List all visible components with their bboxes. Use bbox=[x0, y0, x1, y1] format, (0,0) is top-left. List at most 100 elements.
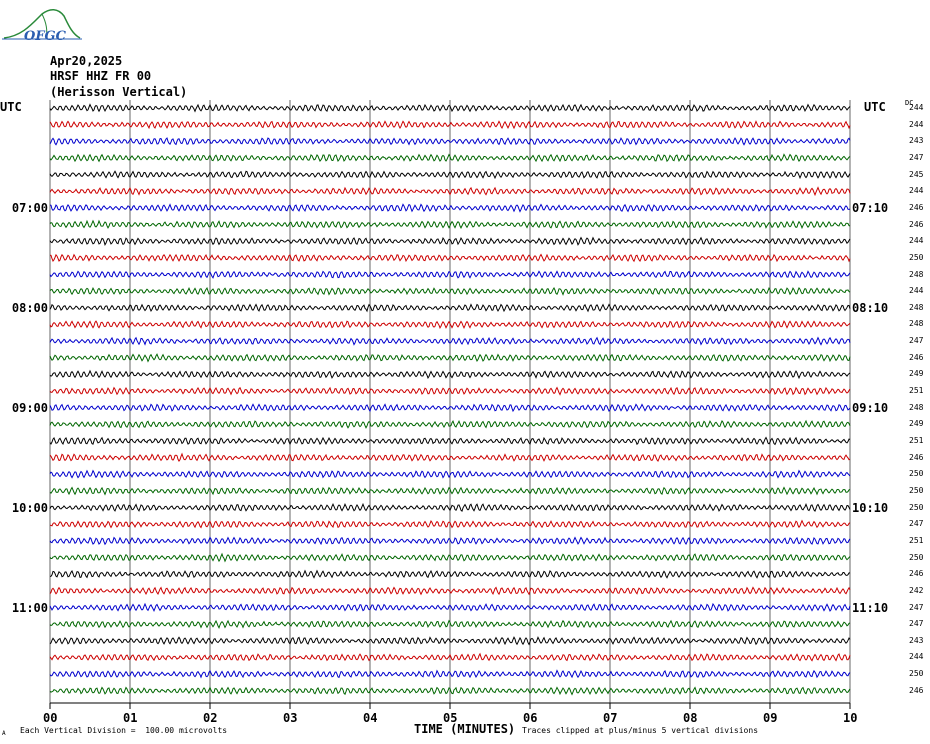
trace-14 bbox=[49, 336, 851, 346]
right-hour-label: 09:10 bbox=[852, 400, 889, 415]
right-hour-label: 07:10 bbox=[852, 200, 889, 215]
right-hour-label: 08:10 bbox=[852, 300, 889, 315]
dc-offset-label: 247 bbox=[909, 152, 924, 162]
logo-icon bbox=[2, 9, 82, 40]
trace-0 bbox=[49, 103, 851, 113]
footer-mark: A bbox=[2, 730, 6, 737]
grid bbox=[49, 100, 851, 709]
trace-31 bbox=[49, 619, 851, 629]
x-tick-label: 08 bbox=[683, 711, 698, 725]
trace-20 bbox=[49, 436, 851, 446]
dc-offset-label: 251 bbox=[909, 535, 924, 545]
dc-offset-label: 244 bbox=[909, 103, 924, 112]
dc-offset-label: 247 bbox=[909, 519, 924, 529]
trace-1 bbox=[49, 120, 851, 130]
utc-label-left: UTC bbox=[0, 100, 22, 114]
right-hour-label: 11:10 bbox=[852, 600, 889, 615]
dc-offset-label: 250 bbox=[909, 669, 924, 679]
x-tick-label: 09 bbox=[763, 711, 778, 725]
x-tick-label: 06 bbox=[523, 711, 538, 725]
dc-offset-label: 247 bbox=[909, 336, 924, 346]
dc-offset-label: 250 bbox=[909, 469, 924, 479]
left-hour-label: 10:00 bbox=[11, 500, 48, 515]
utc-label-right: UTC bbox=[864, 100, 886, 114]
trace-17 bbox=[49, 386, 851, 396]
left-hour-label: 08:00 bbox=[11, 300, 48, 315]
dc-offset-label: 251 bbox=[909, 436, 924, 445]
dc-header: DC bbox=[905, 99, 914, 107]
trace-16 bbox=[49, 369, 851, 380]
trace-12 bbox=[49, 303, 851, 313]
trace-5 bbox=[49, 186, 851, 197]
dc-offset-label: 247 bbox=[909, 602, 924, 612]
trace-29 bbox=[49, 586, 851, 596]
dc-offset-label: 244 bbox=[909, 119, 924, 129]
left-hour-label: 11:00 bbox=[11, 600, 48, 615]
dc-offset-label: 246 bbox=[909, 685, 924, 695]
x-tick-label: 04 bbox=[363, 711, 378, 725]
trace-30 bbox=[49, 602, 851, 613]
dc-offset-label: 251 bbox=[909, 386, 924, 396]
trace-21 bbox=[49, 452, 851, 462]
trace-18 bbox=[49, 403, 851, 413]
dc-offset-label: 248 bbox=[909, 402, 924, 412]
x-tick-label: 03 bbox=[283, 711, 298, 725]
x-tick-label: 10 bbox=[843, 711, 858, 725]
dc-offset-label: 246 bbox=[909, 569, 924, 579]
footer-scale: Each Vertical Division = 100.00 microvol… bbox=[20, 726, 228, 735]
trace-34 bbox=[49, 669, 851, 679]
x-tick-label: 05 bbox=[443, 711, 458, 725]
trace-11 bbox=[49, 286, 851, 296]
dc-offset-label: 242 bbox=[909, 585, 924, 595]
dc-offset-label: 248 bbox=[909, 269, 924, 279]
trace-4 bbox=[49, 170, 851, 180]
trace-35 bbox=[49, 686, 851, 696]
x-tick-label: 00 bbox=[43, 711, 58, 725]
trace-19 bbox=[49, 419, 851, 429]
trace-28 bbox=[49, 569, 851, 579]
ofgc-logo: OFGC bbox=[2, 4, 82, 44]
header-name: (Herisson Vertical) bbox=[50, 85, 188, 99]
trace-13 bbox=[49, 320, 851, 330]
x-tick-label: 01 bbox=[123, 711, 138, 725]
dc-offset-label: 246 bbox=[909, 202, 924, 212]
dc-offset-label: 245 bbox=[909, 169, 924, 179]
x-tick-label: 07 bbox=[603, 711, 618, 725]
trace-26 bbox=[49, 536, 851, 546]
dc-offset-label: 246 bbox=[909, 219, 924, 229]
dc-offset-label: 243 bbox=[909, 635, 924, 645]
trace-6 bbox=[49, 203, 851, 213]
trace-3 bbox=[49, 153, 851, 163]
header-station: HRSF HHZ FR 00 bbox=[50, 69, 152, 83]
trace-10 bbox=[49, 270, 851, 279]
dc-offset-label: 246 bbox=[909, 452, 924, 462]
dc-offset-label: 246 bbox=[909, 352, 924, 362]
dc-offset-label: 250 bbox=[909, 252, 924, 262]
x-tick-label: 02 bbox=[203, 711, 218, 725]
trace-33 bbox=[49, 652, 851, 662]
dc-offset-label: 244 bbox=[909, 286, 924, 296]
footer-clip: Traces clipped at plus/minus 5 vertical … bbox=[522, 726, 759, 735]
trace-25 bbox=[49, 519, 851, 529]
dc-offset-label: 250 bbox=[909, 485, 924, 495]
dc-offset-label: 248 bbox=[909, 302, 924, 312]
trace-22 bbox=[49, 469, 851, 479]
dc-offset-label: 243 bbox=[909, 136, 924, 146]
left-hour-label: 09:00 bbox=[11, 400, 48, 415]
trace-8 bbox=[49, 236, 851, 246]
dc-offset-label: 250 bbox=[909, 502, 924, 512]
header-date: Apr20,2025 bbox=[50, 54, 123, 68]
dc-offset-label: 244 bbox=[909, 186, 924, 196]
left-hour-label: 07:00 bbox=[11, 200, 48, 215]
trace-23 bbox=[49, 486, 851, 496]
trace-2 bbox=[49, 137, 851, 146]
dc-offset-label: 250 bbox=[909, 552, 924, 562]
dc-offset-label: 249 bbox=[909, 419, 924, 429]
logo-text: OFGC bbox=[24, 29, 67, 44]
trace-7 bbox=[49, 219, 851, 230]
right-hour-label: 10:10 bbox=[852, 500, 889, 515]
dc-offset-label: 248 bbox=[909, 319, 924, 329]
dc-offset-label: 244 bbox=[909, 652, 924, 662]
dc-offset-label: 244 bbox=[909, 236, 924, 246]
